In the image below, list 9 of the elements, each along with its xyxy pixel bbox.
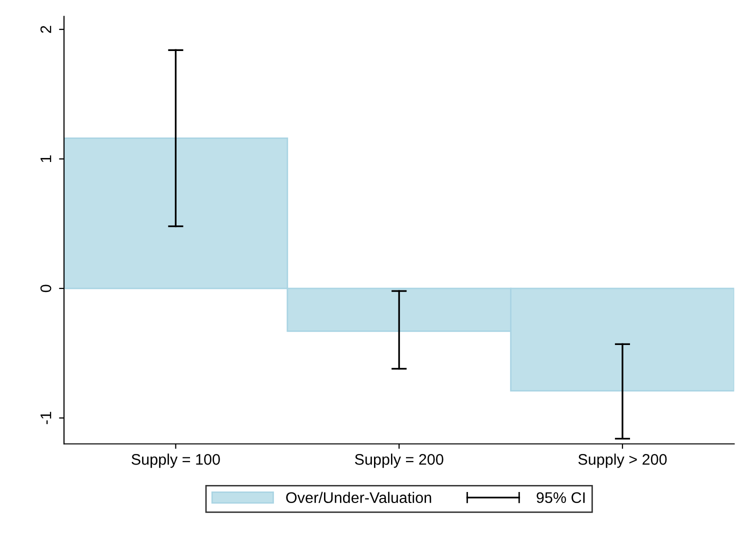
y-tick-label: 0: [40, 284, 52, 292]
x-tick-label: Supply = 100: [132, 454, 220, 468]
legend-label: Over/Under-Valuation: [286, 492, 432, 504]
x-tick-label: Supply = 200: [354, 454, 444, 468]
y-tick-label: 2: [40, 26, 52, 33]
x-tick-label: Supply > 200: [578, 454, 667, 468]
text: 95% CI: [536, 492, 585, 504]
y-tick-label: 1: [40, 155, 52, 162]
y-tick-label: -1: [40, 412, 52, 424]
